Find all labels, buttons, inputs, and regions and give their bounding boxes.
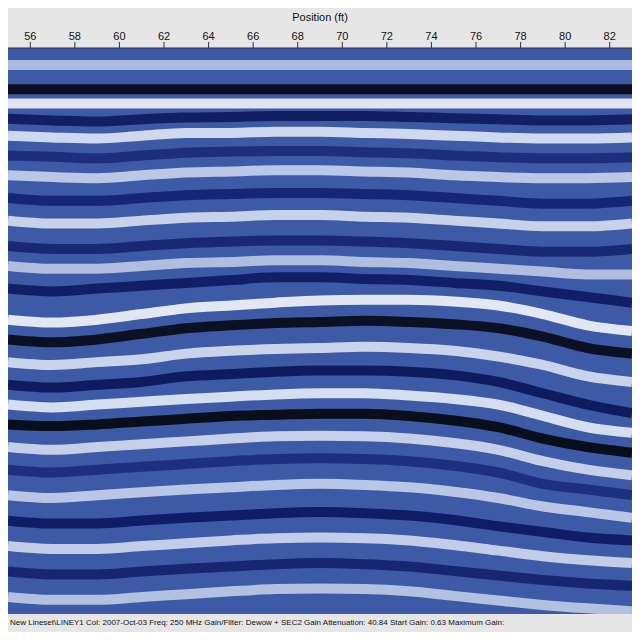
svg-text:78: 78 [514,30,526,42]
svg-text:64: 64 [202,30,214,42]
svg-text:56: 56 [24,30,36,42]
svg-text:68: 68 [292,30,304,42]
svg-text:70: 70 [336,30,348,42]
svg-text:66: 66 [247,30,259,42]
svg-text:58: 58 [69,30,81,42]
svg-text:80: 80 [559,30,571,42]
svg-text:82: 82 [604,30,616,42]
html-text:New Lineset\LINEY1 Col: 2007-O: New Lineset\LINEY1 Col: 2007-Oct-03 Freq… [10,618,505,627]
svg-text:72: 72 [381,30,393,42]
svg-text:62: 62 [158,30,170,42]
svg-text:74: 74 [425,30,437,42]
svg-text:60: 60 [113,30,125,42]
svg-text:76: 76 [470,30,482,42]
svg-text:Position (ft): Position (ft) [292,11,348,23]
